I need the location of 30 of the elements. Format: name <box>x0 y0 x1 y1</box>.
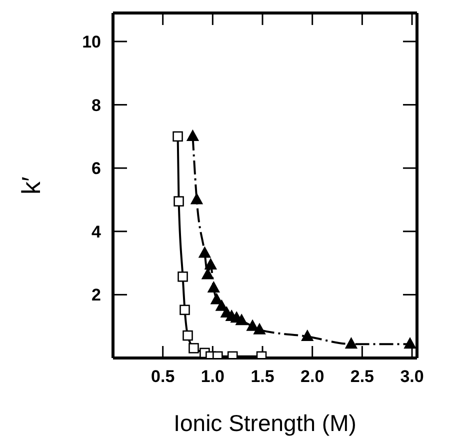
point <box>202 268 214 280</box>
point <box>198 246 211 258</box>
y-tick-label: 4 <box>92 222 102 242</box>
point <box>172 131 183 142</box>
point <box>182 330 193 341</box>
point <box>404 338 416 349</box>
point <box>190 193 203 204</box>
x-tick-label: 2.0 <box>300 367 324 386</box>
y-tick-label: 6 <box>92 159 101 178</box>
point <box>174 196 184 206</box>
x-tick-label: 1.5 <box>250 367 274 386</box>
y-tick-label: 10 <box>82 32 101 52</box>
x-tick-label: 3.0 <box>400 367 424 386</box>
y-axis-title: k′ <box>16 176 46 194</box>
x-axis-title: Ionic Strength (M) <box>174 410 356 436</box>
point <box>301 330 314 341</box>
point <box>178 272 188 282</box>
y-tick-label: 8 <box>92 96 101 115</box>
point <box>188 343 199 354</box>
point <box>236 314 248 326</box>
point <box>254 323 266 334</box>
point <box>180 304 190 316</box>
point <box>186 130 199 141</box>
x-tick-label: 2.5 <box>350 367 374 386</box>
x-tick-label: 1.0 <box>200 367 224 386</box>
point <box>345 338 358 349</box>
y-tick-label: 2 <box>92 286 101 305</box>
x-tick-label: 0.5 <box>151 367 175 386</box>
point <box>208 282 220 293</box>
point <box>204 258 217 270</box>
